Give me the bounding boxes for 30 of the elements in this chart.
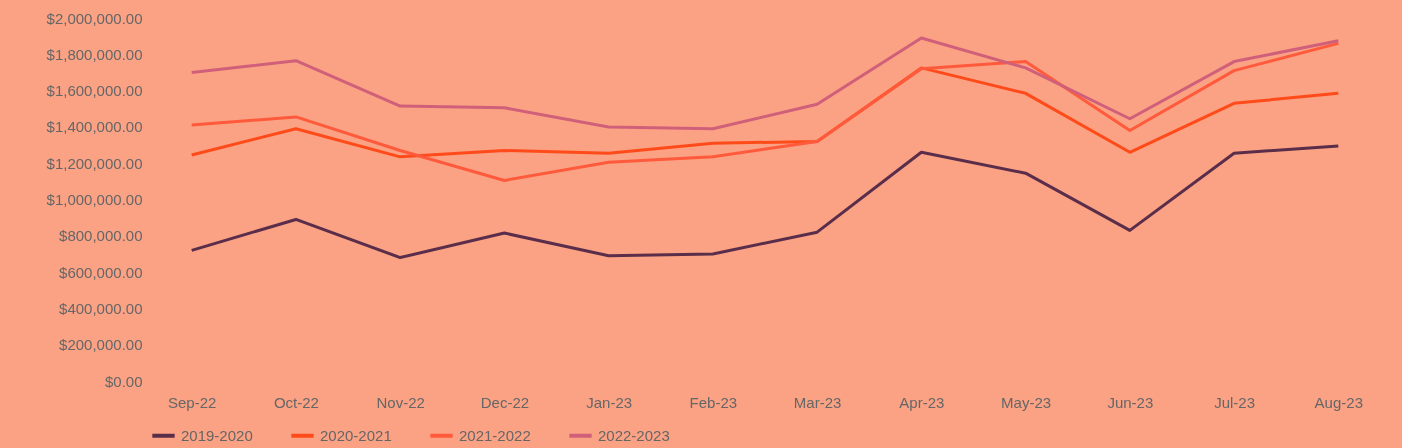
y-tick-label: $800,000.00 — [59, 227, 143, 245]
y-tick-label: $1,800,000.00 — [46, 45, 143, 63]
y-tick-label: $0.00 — [104, 372, 143, 390]
legend-label: 2019-2020 — [181, 426, 253, 444]
x-tick-label: Feb-23 — [689, 393, 738, 411]
line-series — [190, 144, 1340, 260]
y-tick-label: $1,200,000.00 — [46, 154, 143, 172]
line-series — [190, 36, 1340, 131]
x-tick-label: Dec-22 — [480, 393, 530, 411]
x-tick-label: Aug-23 — [1314, 393, 1363, 411]
x-tick-label: Sep-22 — [168, 393, 217, 411]
legend-label: 2020-2021 — [320, 426, 392, 444]
legend-label: 2021-2022 — [459, 426, 531, 444]
x-tick-label: Nov-22 — [376, 393, 425, 411]
x-tick-label: Mar-23 — [793, 393, 842, 411]
x-tick-label: Oct-22 — [273, 393, 319, 411]
y-tick-label: $1,000,000.00 — [46, 191, 143, 208]
x-tick-label: Jun-23 — [1107, 393, 1154, 411]
legend-label: 2022-2023 — [598, 426, 670, 444]
x-tick-label: May-23 — [1001, 393, 1052, 411]
y-tick-label: $2,000,000.00 — [46, 9, 143, 27]
y-tick-label: $1,600,000.00 — [46, 82, 143, 100]
y-tick-label: $200,000.00 — [59, 336, 143, 354]
y-tick-label: $600,000.00 — [59, 263, 143, 281]
x-tick-label: Apr-23 — [899, 393, 945, 411]
x-tick-label: Jul-23 — [1214, 393, 1255, 411]
x-tick-label: Jan-23 — [586, 393, 633, 411]
y-tick-label: $1,400,000.00 — [46, 118, 143, 136]
y-tick-label: $400,000.00 — [59, 299, 143, 317]
line-series — [190, 41, 1340, 182]
